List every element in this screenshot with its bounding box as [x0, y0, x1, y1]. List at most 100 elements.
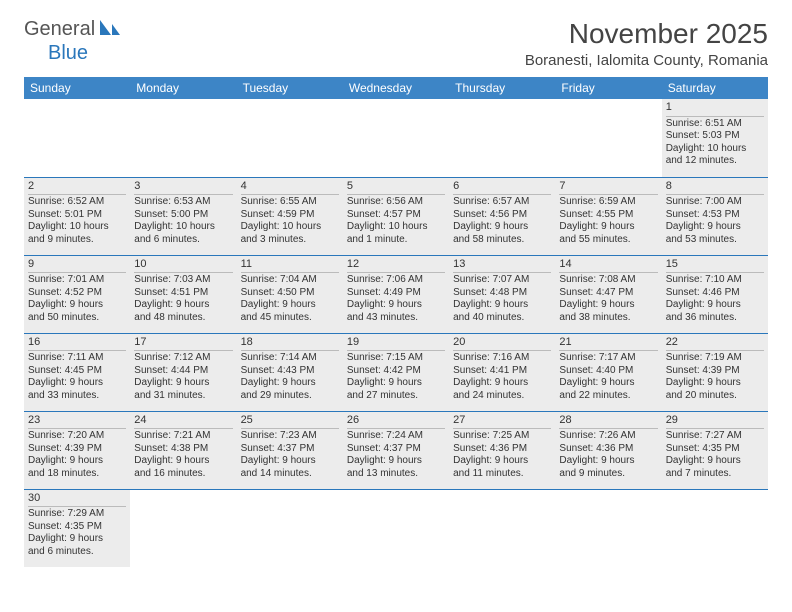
sunset-text: Sunset: 4:47 PM [559, 287, 657, 300]
sunrise-text: Sunrise: 7:11 AM [28, 352, 126, 365]
day2-text: and 7 minutes. [666, 468, 764, 481]
day2-text: and 48 minutes. [134, 312, 232, 325]
day2-text: and 6 minutes. [134, 234, 232, 247]
title-block: November 2025 Boranesti, Ialomita County… [525, 18, 768, 69]
weekday-header: Friday [555, 77, 661, 99]
calendar-row: 9Sunrise: 7:01 AMSunset: 4:52 PMDaylight… [24, 255, 768, 333]
day-number: 24 [134, 414, 232, 430]
day-number: 4 [241, 180, 339, 196]
calendar-row: 23Sunrise: 7:20 AMSunset: 4:39 PMDayligh… [24, 411, 768, 489]
day2-text: and 9 minutes. [28, 234, 126, 247]
sunset-text: Sunset: 4:43 PM [241, 365, 339, 378]
calendar-cell: 6Sunrise: 6:57 AMSunset: 4:56 PMDaylight… [449, 177, 555, 255]
sunrise-text: Sunrise: 7:10 AM [666, 274, 764, 287]
day1-text: Daylight: 9 hours [347, 455, 445, 468]
day1-text: Daylight: 9 hours [453, 221, 551, 234]
calendar-cell: 9Sunrise: 7:01 AMSunset: 4:52 PMDaylight… [24, 255, 130, 333]
sunset-text: Sunset: 4:49 PM [347, 287, 445, 300]
sunrise-text: Sunrise: 7:16 AM [453, 352, 551, 365]
day-number: 30 [28, 492, 126, 508]
sunrise-text: Sunrise: 6:55 AM [241, 196, 339, 209]
calendar-cell [237, 489, 343, 567]
sunrise-text: Sunrise: 7:15 AM [347, 352, 445, 365]
day1-text: Daylight: 10 hours [347, 221, 445, 234]
sunset-text: Sunset: 4:39 PM [666, 365, 764, 378]
day1-text: Daylight: 9 hours [241, 299, 339, 312]
calendar-cell [449, 489, 555, 567]
weekday-header: Wednesday [343, 77, 449, 99]
day-number: 22 [666, 336, 764, 352]
sunrise-text: Sunrise: 6:56 AM [347, 196, 445, 209]
calendar-cell [555, 489, 661, 567]
sunrise-text: Sunrise: 7:27 AM [666, 430, 764, 443]
day-number: 5 [347, 180, 445, 196]
calendar-cell: 1Sunrise: 6:51 AMSunset: 5:03 PMDaylight… [662, 99, 768, 177]
weekday-header: Sunday [24, 77, 130, 99]
calendar-cell [343, 489, 449, 567]
day2-text: and 14 minutes. [241, 468, 339, 481]
day-number: 23 [28, 414, 126, 430]
sail-icon [99, 18, 121, 41]
sunset-text: Sunset: 4:48 PM [453, 287, 551, 300]
calendar-cell: 18Sunrise: 7:14 AMSunset: 4:43 PMDayligh… [237, 333, 343, 411]
logo: General [24, 18, 123, 41]
sunset-text: Sunset: 4:41 PM [453, 365, 551, 378]
sunrise-text: Sunrise: 7:21 AM [134, 430, 232, 443]
day2-text: and 55 minutes. [559, 234, 657, 247]
day-number: 20 [453, 336, 551, 352]
sunrise-text: Sunrise: 7:04 AM [241, 274, 339, 287]
calendar-cell [130, 99, 236, 177]
calendar-cell: 10Sunrise: 7:03 AMSunset: 4:51 PMDayligh… [130, 255, 236, 333]
sunrise-text: Sunrise: 6:59 AM [559, 196, 657, 209]
day1-text: Daylight: 9 hours [559, 455, 657, 468]
sunset-text: Sunset: 4:59 PM [241, 209, 339, 222]
day1-text: Daylight: 9 hours [666, 299, 764, 312]
weekday-header: Thursday [449, 77, 555, 99]
calendar-cell: 23Sunrise: 7:20 AMSunset: 4:39 PMDayligh… [24, 411, 130, 489]
sunset-text: Sunset: 4:40 PM [559, 365, 657, 378]
sunset-text: Sunset: 4:35 PM [666, 443, 764, 456]
calendar-cell: 11Sunrise: 7:04 AMSunset: 4:50 PMDayligh… [237, 255, 343, 333]
day1-text: Daylight: 10 hours [241, 221, 339, 234]
sunset-text: Sunset: 5:00 PM [134, 209, 232, 222]
day2-text: and 27 minutes. [347, 390, 445, 403]
calendar-cell: 4Sunrise: 6:55 AMSunset: 4:59 PMDaylight… [237, 177, 343, 255]
sunset-text: Sunset: 4:55 PM [559, 209, 657, 222]
day-number: 8 [666, 180, 764, 196]
day2-text: and 38 minutes. [559, 312, 657, 325]
day2-text: and 45 minutes. [241, 312, 339, 325]
sunrise-text: Sunrise: 7:19 AM [666, 352, 764, 365]
sunset-text: Sunset: 4:37 PM [241, 443, 339, 456]
sunset-text: Sunset: 4:56 PM [453, 209, 551, 222]
calendar-cell: 27Sunrise: 7:25 AMSunset: 4:36 PMDayligh… [449, 411, 555, 489]
sunrise-text: Sunrise: 7:08 AM [559, 274, 657, 287]
sunrise-text: Sunrise: 7:20 AM [28, 430, 126, 443]
day1-text: Daylight: 9 hours [559, 299, 657, 312]
sunrise-text: Sunrise: 7:23 AM [241, 430, 339, 443]
calendar-cell: 3Sunrise: 6:53 AMSunset: 5:00 PMDaylight… [130, 177, 236, 255]
calendar-cell [237, 99, 343, 177]
day2-text: and 58 minutes. [453, 234, 551, 247]
weekday-header: Tuesday [237, 77, 343, 99]
calendar-cell: 29Sunrise: 7:27 AMSunset: 4:35 PMDayligh… [662, 411, 768, 489]
sunrise-text: Sunrise: 7:14 AM [241, 352, 339, 365]
day2-text: and 53 minutes. [666, 234, 764, 247]
day-number: 27 [453, 414, 551, 430]
day-number: 7 [559, 180, 657, 196]
calendar-cell: 15Sunrise: 7:10 AMSunset: 4:46 PMDayligh… [662, 255, 768, 333]
calendar-cell: 25Sunrise: 7:23 AMSunset: 4:37 PMDayligh… [237, 411, 343, 489]
day-number: 15 [666, 258, 764, 274]
calendar-cell [130, 489, 236, 567]
calendar-cell [449, 99, 555, 177]
day1-text: Daylight: 10 hours [666, 143, 764, 156]
day1-text: Daylight: 9 hours [666, 221, 764, 234]
day1-text: Daylight: 9 hours [241, 455, 339, 468]
sunrise-text: Sunrise: 7:17 AM [559, 352, 657, 365]
day2-text: and 9 minutes. [559, 468, 657, 481]
day-number: 12 [347, 258, 445, 274]
sunset-text: Sunset: 4:37 PM [347, 443, 445, 456]
weekday-header: Saturday [662, 77, 768, 99]
day-number: 9 [28, 258, 126, 274]
calendar-table: Sunday Monday Tuesday Wednesday Thursday… [24, 77, 768, 567]
calendar-row: 1Sunrise: 6:51 AMSunset: 5:03 PMDaylight… [24, 99, 768, 177]
